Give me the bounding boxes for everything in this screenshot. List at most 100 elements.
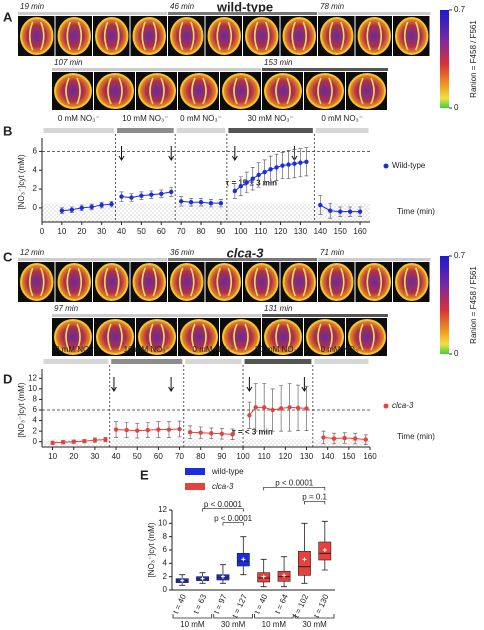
arrow: [111, 377, 117, 392]
stomata-pore: [403, 21, 420, 51]
time-label: 12 min: [20, 248, 45, 257]
baseline-band: [42, 439, 370, 447]
legend-marker: [383, 403, 389, 409]
y-tick-label: 4: [33, 165, 38, 174]
stomata-pore: [191, 323, 207, 351]
phase-bar: [117, 128, 174, 133]
panel-label: B: [3, 123, 12, 138]
x-tick-label: 160: [363, 452, 377, 461]
data-point: [357, 209, 363, 214]
y-tick-label: 6: [163, 545, 168, 554]
group-bracket: [254, 614, 294, 619]
time-bar: [318, 258, 431, 261]
whisker: [199, 572, 206, 584]
data-point: [270, 407, 275, 413]
x-tick-label: t = 63: [192, 592, 209, 615]
guard-cell: [138, 319, 176, 355]
phase-bar: [315, 128, 369, 133]
data-point: [129, 195, 134, 200]
whisker: [281, 556, 288, 588]
time-label: 46 min: [170, 2, 195, 11]
phase-label: 0 mM NO₃⁻: [55, 345, 97, 354]
guard-cell: [54, 319, 92, 355]
guard-cell: [180, 319, 218, 355]
x-tick-label: 70: [177, 227, 186, 236]
data-point: [328, 208, 333, 213]
guard-cell: [348, 319, 386, 355]
group-label: 30 mM: [221, 620, 246, 629]
stomata-pore: [216, 267, 233, 297]
data-point: [287, 405, 292, 410]
x-tick-label: 100: [234, 227, 248, 236]
y-tick-label: 2: [163, 572, 168, 581]
guard-cell: [320, 17, 354, 55]
x-tick-label: 80: [196, 452, 205, 461]
data-point: [238, 184, 243, 189]
guard-cell: [95, 17, 129, 55]
time-bar: [168, 12, 317, 15]
phase-bar: [314, 359, 369, 364]
stomata-pore: [359, 77, 375, 105]
phase-label: 10 mM NO₃⁻: [122, 114, 168, 123]
x-tick-label: 150: [334, 227, 348, 236]
data-point: [295, 405, 301, 411]
mean-marker: [220, 574, 225, 579]
x-tick-label: 150: [342, 452, 356, 461]
stomata-pore: [253, 267, 270, 297]
arrow: [118, 146, 125, 161]
data-point: [156, 427, 161, 432]
group-label: 10 mM: [262, 620, 287, 629]
data-point: [337, 209, 343, 214]
time-bar: [168, 258, 317, 261]
arrow: [231, 146, 238, 161]
stomata-pore: [28, 21, 45, 51]
mean-marker: [261, 574, 266, 579]
phase-bar: [43, 128, 115, 133]
y-tick-label: 0: [33, 203, 38, 212]
mean-marker: [180, 578, 185, 583]
guard-cell: [264, 319, 302, 355]
stomata-pore: [291, 21, 308, 51]
comparison-bracket: [304, 500, 326, 505]
phase-bar: [176, 128, 226, 133]
legend-marker: [383, 163, 389, 169]
phase-bar: [244, 359, 312, 364]
data-point: [219, 431, 225, 436]
arrow: [301, 377, 308, 392]
x-tick-label: 110: [254, 227, 267, 236]
time-label: 19 min: [20, 2, 45, 11]
data-point: [261, 405, 267, 410]
phase-bar: [185, 359, 242, 364]
x-tick-label: 30: [97, 227, 106, 236]
phase-label: 0 mM NO₃⁻: [58, 114, 100, 123]
data-point: [331, 436, 337, 441]
stomata-pore: [253, 21, 270, 51]
whisker: [179, 574, 186, 586]
stomata-pore: [149, 77, 165, 105]
data-point: [135, 428, 140, 433]
data-point: [177, 426, 182, 432]
stomata-pore: [359, 323, 375, 351]
time-bar: [52, 314, 261, 317]
y-axis-label: [NO₃⁻]cyt (mM): [147, 522, 156, 577]
x-tick-label: 50: [137, 227, 146, 236]
x-tick-label: 140: [321, 452, 335, 461]
x-tick-label: 20: [77, 227, 86, 236]
time-label: 131 min: [264, 304, 293, 313]
x-tick-label: 60: [154, 452, 163, 461]
stomata-pore: [366, 21, 383, 51]
stomata-pore: [328, 21, 345, 51]
whisker: [240, 536, 247, 576]
y-tick-label: 6: [33, 147, 38, 156]
legend-label: Wild-type: [392, 161, 426, 170]
time-label: 153 min: [264, 58, 293, 67]
guard-cell: [245, 263, 279, 301]
guard-cell: [20, 17, 54, 55]
x-tick-label: 10: [48, 452, 57, 461]
data-point: [50, 440, 55, 445]
guard-cell: [264, 73, 302, 109]
data-point: [244, 180, 249, 185]
data-point: [79, 205, 84, 211]
stomata-pore: [149, 323, 165, 351]
data-point: [232, 188, 238, 194]
